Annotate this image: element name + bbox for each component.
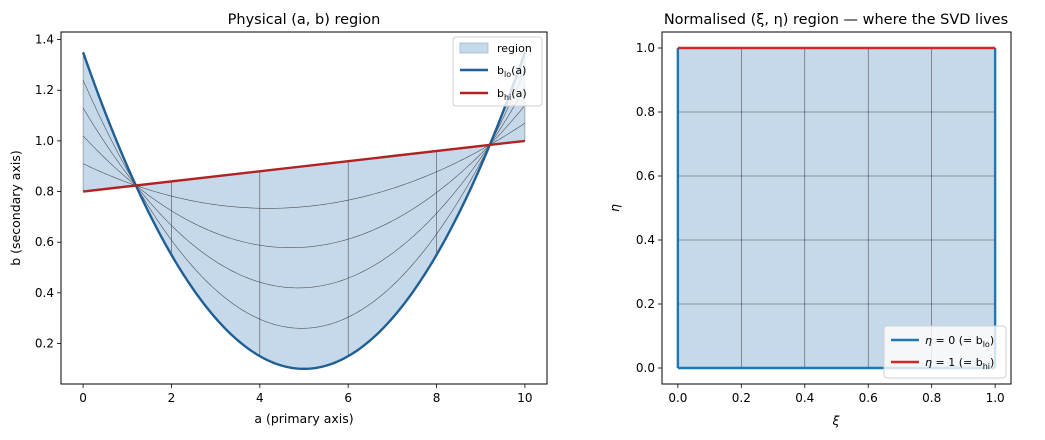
right-x-tick-label: 0.4 (795, 391, 814, 405)
left-legend: region blo(a) bhi(a) (452, 36, 543, 107)
eta-grid-curve (82, 122, 526, 209)
right-plot-area (676, 46, 997, 370)
legend-label-eta-1: η = 1 (= bhi) (925, 356, 994, 371)
right-x-tick-label: 0.0 (668, 391, 687, 405)
eta-grid-curve (82, 69, 526, 329)
region-fill (83, 52, 525, 369)
left-panel: 0 2 4 6 8 10 0.2 0.4 0.6 0.8 1.0 1.2 1.4 Physical (… (8, 12, 548, 426)
left-y-axis-label: b (secondary axis) (8, 150, 23, 265)
right-x-ticks: 0.0 0.2 0.4 0.6 0.8 1.0 (668, 384, 1005, 405)
right-axes-frame (661, 31, 1012, 385)
right-x-tick-label: 0.6 (859, 391, 878, 405)
left-x-tick-label: 4 (256, 391, 264, 405)
series-b-hi-line (82, 139, 526, 193)
right-x-tick-label: 1.0 (986, 391, 1005, 405)
right-y-tick-label: 0.8 (636, 105, 655, 119)
left-y-tick-label: 1.0 (35, 134, 54, 148)
left-chart-title: Physical (a, b) region (228, 12, 381, 28)
right-y-tick-label: 0.6 (636, 169, 655, 183)
right-x-axis-label: ξ (832, 413, 841, 428)
left-x-tick-label: 6 (344, 391, 352, 405)
left-x-tick-label: 8 (433, 391, 441, 405)
right-legend: η = 0 (= blo) η = 1 (= bhi) (883, 325, 1007, 379)
right-x-tick-label: 0.2 (732, 391, 751, 405)
right-x-tick-label: 0.8 (922, 391, 941, 405)
left-y-ticks: 0.2 0.4 0.6 0.8 1.0 1.2 1.4 (35, 33, 61, 350)
right-y-tick-label: 1.0 (636, 41, 655, 55)
left-y-tick-label: 1.2 (35, 83, 54, 97)
left-legend-box (452, 36, 543, 107)
left-y-tick-label: 0.6 (35, 235, 54, 249)
left-x-ticks: 0 2 4 6 8 10 (79, 384, 533, 405)
left-plot-area (81, 51, 527, 371)
eta-grid-curve (82, 87, 526, 289)
right-chart-title: Normalised (ξ, η) region — where the SVD… (664, 12, 1008, 28)
left-x-axis-label: a (primary axis) (254, 411, 353, 426)
left-y-tick-label: 0.8 (35, 185, 54, 199)
left-x-tick-label: 2 (168, 391, 176, 405)
eta-grid-curve (82, 105, 526, 249)
right-y-tick-label: 0.4 (636, 233, 655, 247)
left-y-tick-label: 1.4 (35, 33, 54, 47)
right-y-tick-label: 0.0 (636, 361, 655, 375)
right-y-tick-label: 0.2 (636, 297, 655, 311)
legend-label-b-hi: bhi(a) (497, 87, 527, 102)
left-y-tick-label: 0.4 (35, 286, 54, 300)
normalised-region-fill (677, 48, 996, 368)
left-axes-frame (60, 31, 548, 385)
left-y-tick-label: 0.2 (35, 336, 54, 350)
legend-label-region: region (497, 42, 532, 55)
series-b-lo-line (81, 51, 527, 371)
legend-swatch-region (459, 42, 489, 54)
left-x-tick-label: 10 (517, 391, 532, 405)
legend-label-eta-0: η = 0 (= blo) (925, 334, 994, 349)
legend-label-b-lo: blo(a) (497, 64, 526, 79)
right-panel: 0.0 0.2 0.4 0.6 0.8 1.0 0.0 0.2 0.4 0.6 0.8 1.0 No… (607, 12, 1012, 428)
right-y-axis-label: η (607, 204, 622, 212)
right-y-ticks: 0.0 0.2 0.4 0.6 0.8 1.0 (636, 41, 662, 375)
left-x-tick-label: 0 (79, 391, 87, 405)
